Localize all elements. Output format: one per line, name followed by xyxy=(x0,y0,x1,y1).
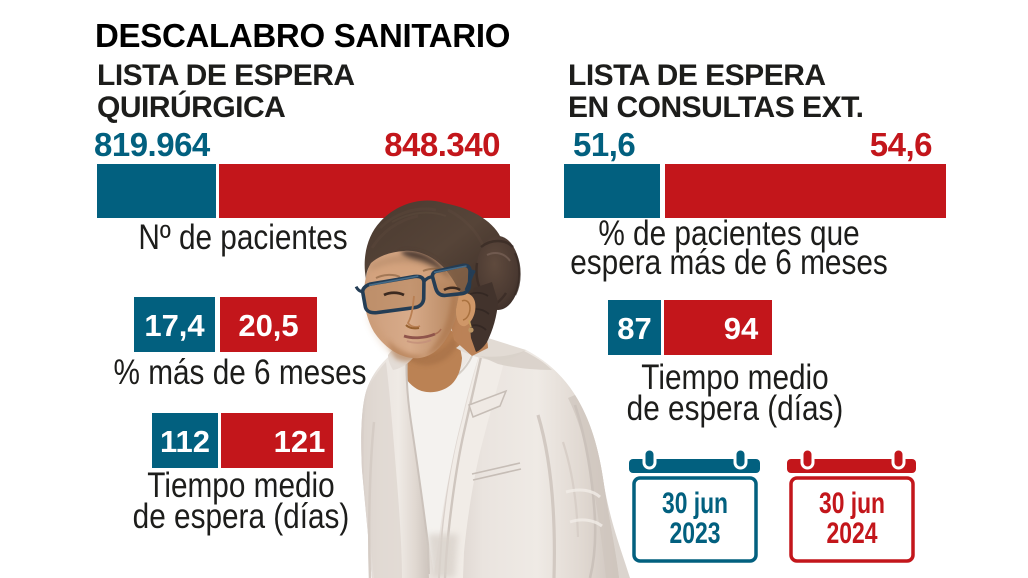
svg-text:30 jun: 30 jun xyxy=(662,487,728,520)
svg-text:2024: 2024 xyxy=(827,517,878,550)
svg-text:2023: 2023 xyxy=(670,517,721,550)
svg-text:30 jun: 30 jun xyxy=(819,487,885,520)
